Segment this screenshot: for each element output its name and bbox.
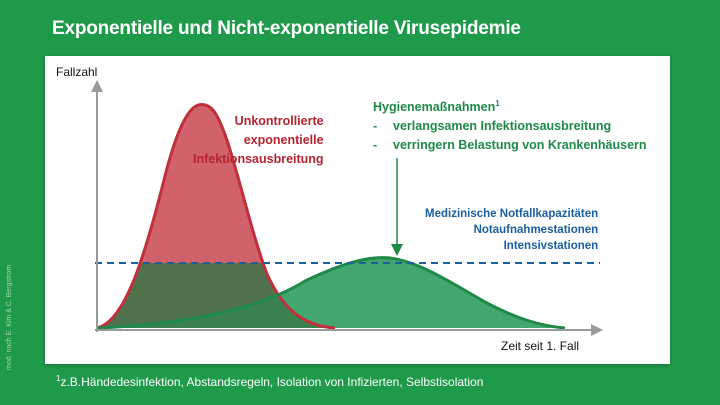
green-curve	[97, 257, 565, 328]
epidemic-curves-diagram	[91, 80, 603, 336]
medical-capacity-label: Medizinische Notfallkapazitäten Notaufna…	[425, 206, 598, 254]
uncontrolled-spread-label: Unkontrollierte exponentielle Infektions…	[193, 112, 324, 169]
capacity-line-2: Notaufnahmestationen	[473, 224, 599, 236]
red-label-line-1: Unkontrollierte	[234, 114, 324, 128]
y-axis-arrow	[91, 80, 103, 92]
source-credit: mod. nach E. Kim & C. Bergstrom	[6, 264, 13, 370]
red-curve-upper	[140, 104, 264, 263]
y-axis-label: Fallzahl	[56, 65, 98, 79]
hygiene-measures-label: Hygienemaßnahmen1 - verlangsamen Infektio…	[373, 94, 647, 155]
hygiene-heading: Hygienemaßnahmen1	[373, 99, 500, 115]
capacity-line-1: Medizinische Notfallkapazitäten	[425, 208, 599, 220]
capacity-line-3: Intensivstationen	[503, 240, 599, 252]
footnote: 1z.B.Händedesinfektion, Abstandsregeln, …	[56, 374, 484, 389]
chart-panel: Fallzahl Zeit seit 1. Fall Unkontrollier…	[45, 56, 670, 364]
red-label-line-3: Infektionsausbreitung	[193, 152, 324, 166]
hygiene-item: - verlangsamen Infektionsausbreitung	[373, 119, 612, 134]
red-label-line-2: exponentielle	[243, 133, 324, 147]
slide-title: Exponentielle und Nicht-exponentielle Vi…	[52, 18, 521, 39]
x-axis-arrow	[591, 324, 603, 336]
red-curve-outline	[96, 103, 336, 330]
x-axis-label: Zeit seit 1. Fall	[501, 339, 580, 353]
hygiene-item: - verringern Belastung von Krankenhäusern	[373, 138, 647, 153]
green-curve-outline	[96, 256, 566, 330]
overlap-region	[97, 263, 335, 328]
